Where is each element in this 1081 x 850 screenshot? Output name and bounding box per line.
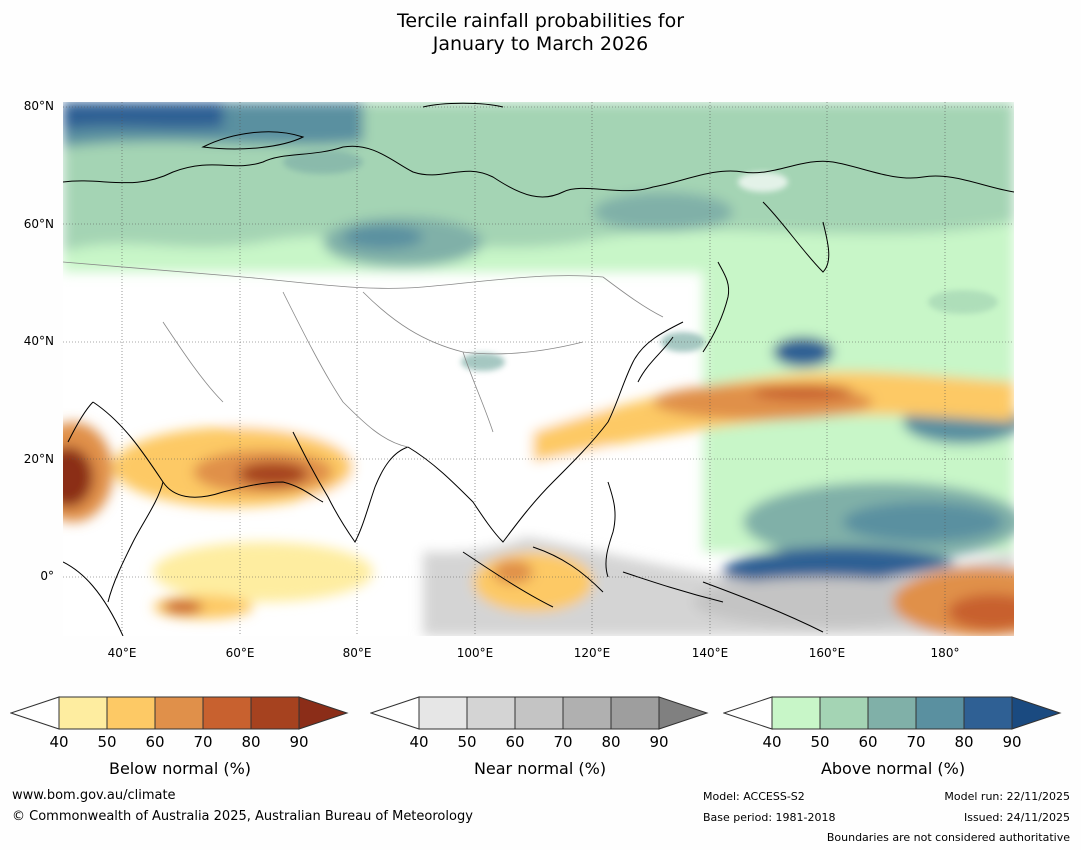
lon-label-140e: 140°E [691,646,729,660]
near-swatch-gt90 [658,696,709,730]
above-swatch-80-90 [963,696,1013,730]
above-swatch-50-60 [819,696,869,730]
near-swatch-60-70 [514,696,564,730]
lat-label-40n: 40°N [23,334,54,348]
below-tick: 70 [193,733,213,751]
near-swatch-70-80 [562,696,612,730]
model-name: Model: ACCESS-S2 [703,790,805,803]
lat-label-60n: 60°N [23,217,54,231]
map-canvas [63,102,1014,636]
below-tick: 60 [145,733,165,751]
country-borders [63,261,664,448]
model-run-date: Model run: 22/11/2025 [944,790,1070,803]
coastlines [63,102,1014,636]
near-swatch-lt40 [370,696,420,730]
above-swatch-lt40 [723,696,773,730]
near-normal-colorbar [370,696,709,730]
lon-label-40e: 40°E [107,646,137,660]
below-swatch-40-50 [58,696,108,730]
copyright-text: © Commonwealth of Australia 2025, Austra… [12,809,473,824]
near-tick: 60 [505,733,525,751]
boundaries-disclaimer: Boundaries are not considered authoritat… [826,831,1070,844]
near-swatch-50-60 [466,696,516,730]
above-swatch-gt90 [1011,696,1062,730]
lon-label-100e: 100°E [456,646,494,660]
below-tick: 80 [241,733,261,751]
lon-label-120e: 120°E [573,646,611,660]
below-tick: 90 [289,733,309,751]
lat-label-80n: 80°N [23,99,54,113]
above-tick: 60 [858,733,878,751]
below-swatch-50-60 [106,696,156,730]
rainfall-probability-map [63,102,1014,636]
base-period: Base period: 1981-2018 [703,811,836,824]
above-tick: 80 [954,733,974,751]
near-normal-label: Near normal (%) [473,759,607,778]
below-swatch-lt40 [10,696,60,730]
lon-label-60e: 60°E [225,646,255,660]
above-swatch-40-50 [771,696,821,730]
above-tick: 50 [810,733,830,751]
lon-label-80e: 80°E [342,646,372,660]
below-normal-label: Below normal (%) [108,759,252,778]
above-tick: 90 [1002,733,1022,751]
website-link[interactable]: www.bom.gov.au/climate [12,788,176,803]
lat-label-0: 0° [40,569,54,583]
near-tick: 40 [409,733,429,751]
lat-label-20n: 20°N [23,452,54,466]
below-swatch-70-80 [202,696,252,730]
title-line-1: Tercile rainfall probabilities for [396,10,685,32]
issued-date: Issued: 24/11/2025 [963,811,1070,824]
below-swatch-80-90 [250,696,300,730]
above-tick: 70 [906,733,926,751]
graticule [63,102,1014,636]
near-tick: 80 [601,733,621,751]
lon-label-160e: 160°E [808,646,846,660]
lon-label-180: 180° [930,646,960,660]
near-tick: 90 [649,733,669,751]
below-tick: 50 [97,733,117,751]
below-swatch-60-70 [154,696,204,730]
below-normal-colorbar [10,696,349,730]
near-tick: 70 [553,733,573,751]
title-line-2: January to March 2026 [432,33,649,55]
above-swatch-60-70 [867,696,917,730]
below-swatch-gt90 [298,696,349,730]
near-tick: 50 [457,733,477,751]
above-swatch-70-80 [915,696,965,730]
above-normal-label: Above normal (%) [820,759,966,778]
below-tick: 40 [49,733,69,751]
chart-title: Tercile rainfall probabilities for Janua… [0,10,1081,56]
above-normal-colorbar [723,696,1062,730]
near-swatch-80-90 [610,696,660,730]
above-tick: 40 [762,733,782,751]
near-swatch-40-50 [418,696,468,730]
